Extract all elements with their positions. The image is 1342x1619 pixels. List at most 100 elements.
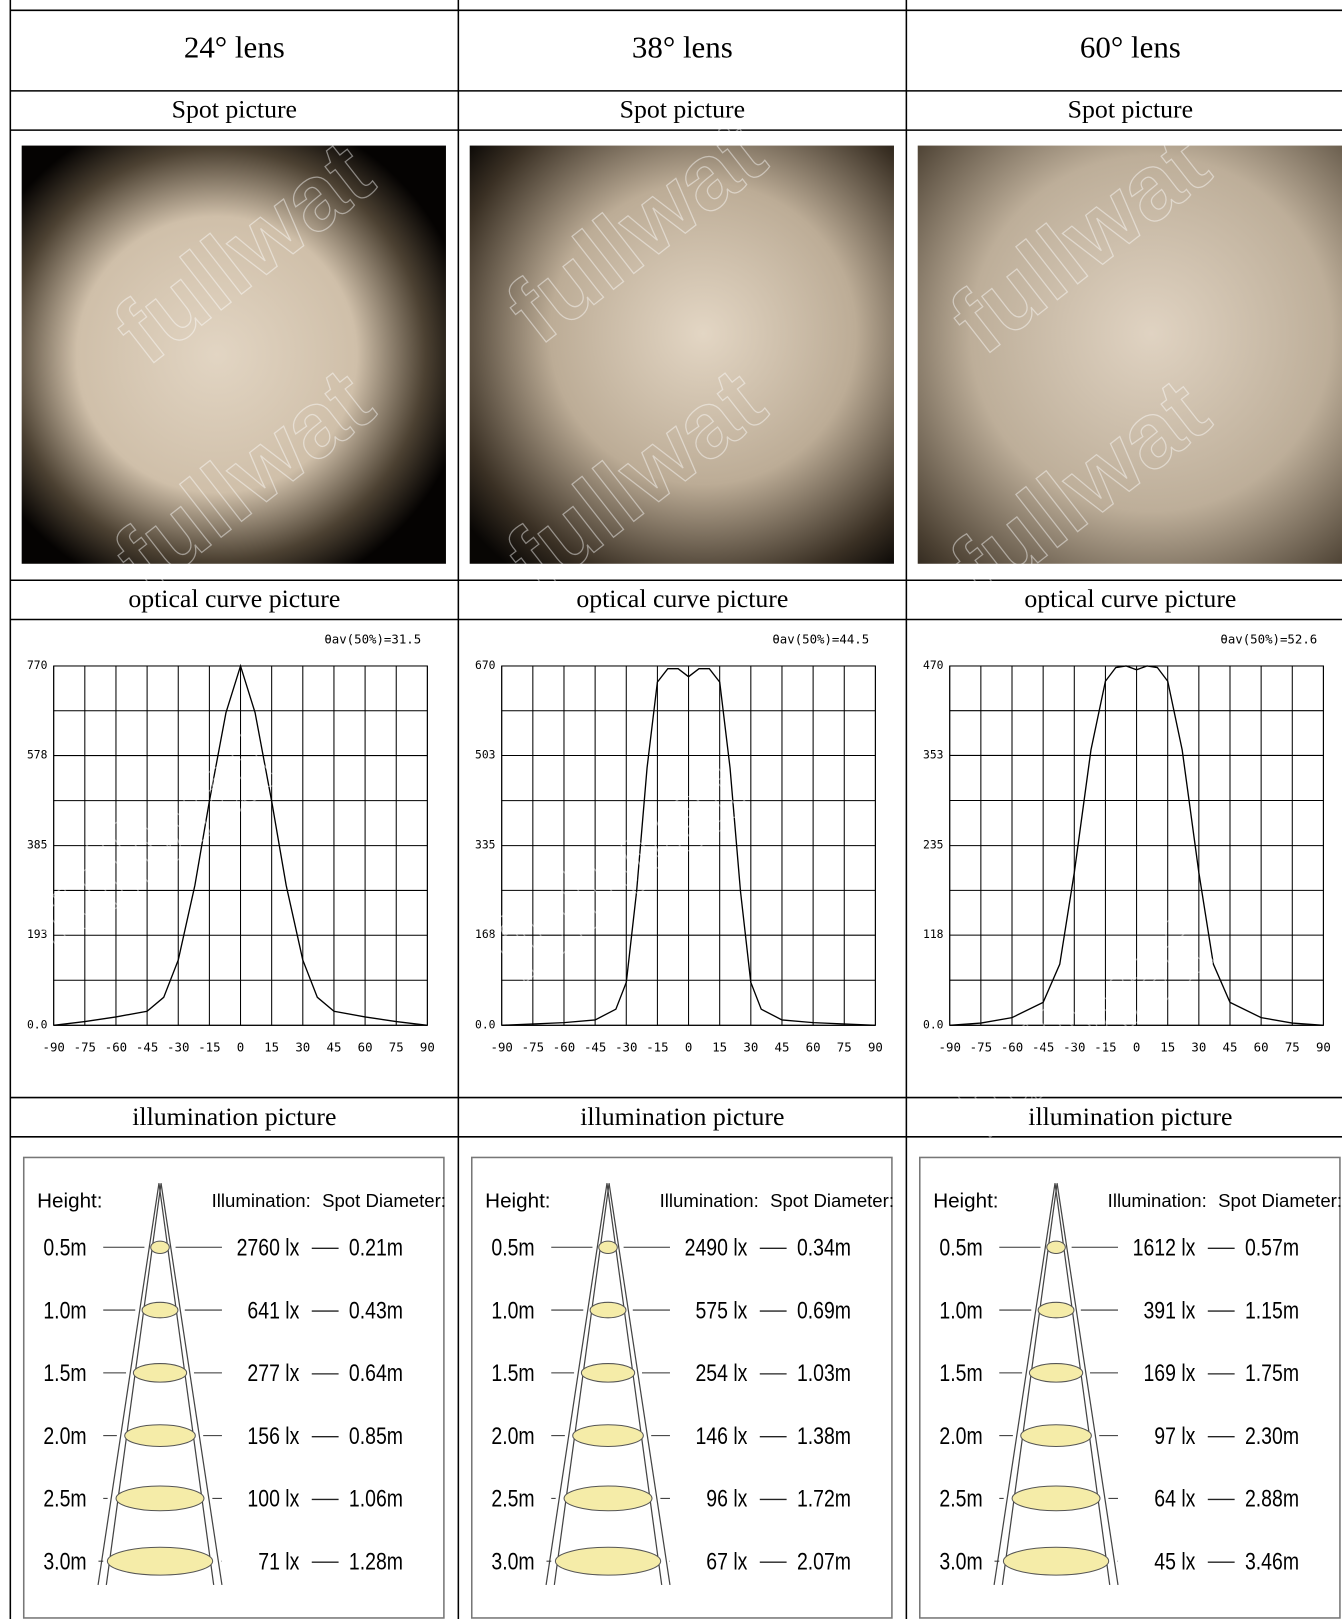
x-tick-label: -30 [615, 1041, 637, 1055]
x-tick-label: -90 [939, 1041, 961, 1055]
x-tick-label: -15 [198, 1041, 220, 1055]
light-spot [1028, 1363, 1084, 1383]
height-label: 1.5m [43, 1359, 86, 1386]
diameter-value: 0.69m [797, 1297, 851, 1324]
y-tick-label: 670 [475, 658, 496, 672]
y-tick-label: 770 [27, 658, 48, 672]
cone-edge [1056, 1183, 1119, 1586]
height-label: 2.0m [491, 1422, 534, 1449]
x-tick-label: 90 [1316, 1041, 1331, 1055]
curve-annotation: θav(50%)=44.5 [772, 633, 869, 647]
cone-edge [97, 1183, 160, 1586]
cone-edge [545, 1183, 608, 1586]
illum-col-title: Spot Diameter: [1218, 1190, 1342, 1211]
row-label: optical curve picture [576, 584, 788, 613]
lux-value: 169 lx [1143, 1359, 1195, 1386]
illum-col-title: Height: [37, 1189, 102, 1212]
illumination-frame [22, 1156, 445, 1619]
column-header: 38° lens [632, 30, 733, 65]
row-label: illumination picture [1028, 1102, 1232, 1131]
spot-picture [917, 145, 1342, 564]
x-tick-label: -30 [1063, 1041, 1085, 1055]
y-tick-label: 503 [475, 748, 495, 762]
illum-col-title: Spot Diameter: [322, 1190, 446, 1211]
cone-edge [608, 1183, 671, 1586]
height-label: 1.5m [491, 1359, 534, 1386]
lux-value: 67 lx [706, 1548, 747, 1575]
height-label: 1.0m [939, 1297, 982, 1324]
diameter-value: 0.21m [349, 1234, 403, 1261]
illum-col-title: Illumination: [212, 1190, 311, 1211]
x-tick-label: -90 [491, 1041, 513, 1055]
height-label: 1.0m [43, 1297, 86, 1324]
y-tick-label: 0.0 [923, 1017, 944, 1031]
light-spot [106, 1546, 214, 1576]
diameter-value: 2.07m [797, 1548, 851, 1575]
light-spot [572, 1424, 644, 1447]
diameter-value: 1.15m [1245, 1297, 1299, 1324]
light-spot [150, 1240, 170, 1255]
illum-col-title: Height: [485, 1189, 550, 1212]
lux-value: 575 lx [695, 1297, 747, 1324]
height-label: 0.5m [939, 1234, 982, 1261]
diameter-value: 1.06m [349, 1485, 403, 1512]
intensity-curve [53, 663, 428, 1026]
lux-value: 96 lx [706, 1485, 747, 1512]
watermark: fullwat [467, 740, 763, 1003]
x-tick-label: 15 [1160, 1041, 1175, 1055]
height-label: 1.0m [491, 1297, 534, 1324]
y-tick-label: 0.0 [27, 1017, 48, 1031]
curve-annotation: θav(50%)=52.6 [1220, 633, 1317, 647]
height-label: 2.0m [43, 1422, 86, 1449]
diameter-value: 0.43m [349, 1297, 403, 1324]
height-label: 0.5m [491, 1234, 534, 1261]
spot-picture [469, 145, 894, 564]
light-spot [598, 1240, 618, 1255]
illumination-frame [470, 1156, 893, 1619]
lux-value: 45 lx [1154, 1548, 1195, 1575]
cone-edge [160, 1183, 223, 1586]
diameter-value: 1.03m [797, 1359, 851, 1386]
x-tick-label: -75 [970, 1041, 992, 1055]
x-tick-label: 60 [806, 1041, 821, 1055]
x-tick-label: -30 [167, 1041, 189, 1055]
light-spot [1011, 1485, 1101, 1512]
row-label: Spot picture [1068, 94, 1193, 123]
column-header: 24° lens [184, 30, 285, 65]
y-tick-label: 353 [923, 747, 943, 761]
light-spot [589, 1301, 627, 1319]
lux-value: 71 lx [258, 1548, 299, 1575]
diameter-value: 1.72m [797, 1485, 851, 1512]
x-tick-label: -75 [522, 1041, 544, 1055]
lux-value: 156 lx [247, 1422, 299, 1449]
y-tick-label: 0.0 [475, 1017, 496, 1031]
height-label: 2.5m [43, 1485, 86, 1512]
spot-picture [21, 145, 446, 564]
x-tick-label: 0 [685, 1041, 692, 1055]
x-tick-label: 30 [743, 1041, 758, 1055]
x-tick-label: 75 [1285, 1041, 1300, 1055]
lux-value: 641 lx [247, 1297, 299, 1324]
illum-col-title: Height: [933, 1189, 998, 1212]
x-tick-label: -45 [584, 1041, 606, 1055]
x-tick-label: -15 [1094, 1041, 1116, 1055]
illumination-frame [919, 1156, 1341, 1619]
y-tick-label: 235 [923, 838, 943, 852]
height-label: 3.0m [43, 1548, 86, 1575]
lux-value: 1612 lx [1133, 1234, 1196, 1261]
illum-col-title: Spot Diameter: [770, 1190, 894, 1211]
illum-col-title: Illumination: [1108, 1190, 1207, 1211]
light-spot [124, 1424, 196, 1447]
intensity-curve [501, 667, 876, 1026]
lux-value: 100 lx [247, 1485, 299, 1512]
y-tick-label: 168 [475, 927, 496, 941]
y-tick-label: 385 [27, 838, 47, 852]
x-tick-label: 45 [775, 1041, 790, 1055]
column-header: 60° lens [1080, 30, 1181, 65]
light-spot [132, 1363, 188, 1383]
diameter-value: 0.85m [349, 1422, 403, 1449]
light-spot [1046, 1240, 1066, 1255]
diameter-value: 1.38m [797, 1422, 851, 1449]
